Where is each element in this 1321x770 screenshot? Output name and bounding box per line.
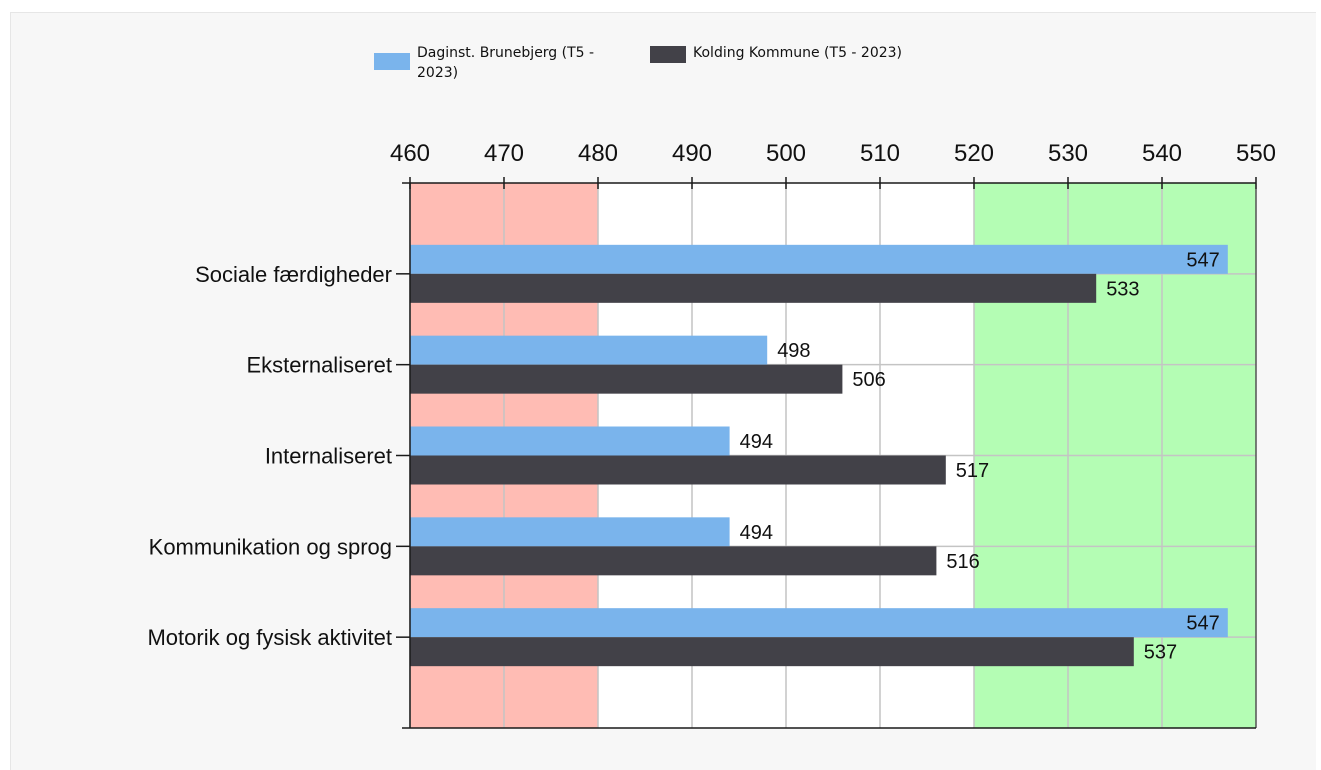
- legend-label-kolding: Kolding Kommune (T5 - 2023): [693, 43, 973, 63]
- x-tick-label-7: 530: [1048, 140, 1088, 167]
- x-tick-label-4: 500: [766, 140, 806, 167]
- x-tick-label-2: 480: [578, 140, 618, 167]
- x-tick-label-8: 540: [1142, 140, 1182, 167]
- category-label-2: Internaliseret: [265, 444, 392, 469]
- x-tick-label-3: 490: [672, 140, 712, 167]
- bar-kolding-4: [410, 637, 1134, 667]
- data-label-brunebjerg-2: 494: [740, 431, 773, 453]
- bar-brunebjerg-4: [410, 608, 1228, 638]
- data-label-kolding-0: 533: [1106, 278, 1139, 300]
- legend-swatch-brunebjerg: [374, 53, 410, 70]
- bar-kolding-0: [410, 273, 1097, 303]
- category-label-1: Eksternaliseret: [246, 353, 392, 378]
- legend-label-brunebjerg: Daginst. Brunebjerg (T5 - 2023): [417, 43, 637, 83]
- bar-brunebjerg-1: [410, 335, 768, 365]
- legend-label-brunebjerg-line2: 2023): [417, 65, 459, 81]
- bar-kolding-1: [410, 364, 843, 394]
- data-label-kolding-2: 517: [956, 460, 989, 482]
- category-label-3: Kommunikation og sprog: [149, 534, 392, 559]
- legend-label-kolding-line1: Kolding Kommune (T5 - 2023): [693, 45, 903, 61]
- data-label-brunebjerg-1: 498: [777, 340, 810, 362]
- x-tick-label-0: 460: [390, 140, 430, 167]
- data-label-kolding-1: 506: [852, 369, 885, 391]
- data-label-brunebjerg-3: 494: [740, 522, 773, 544]
- bar-kolding-3: [410, 546, 937, 576]
- x-tick-label-6: 520: [954, 140, 994, 167]
- data-label-brunebjerg-0: 547: [1186, 249, 1219, 271]
- x-tick-label-5: 510: [860, 140, 900, 167]
- data-label-kolding-4: 537: [1144, 642, 1177, 664]
- bar-brunebjerg-3: [410, 517, 730, 547]
- x-tick-label-1: 470: [484, 140, 524, 167]
- data-label-brunebjerg-4: 547: [1186, 613, 1219, 635]
- category-label-0: Sociale færdigheder: [195, 262, 392, 287]
- bar-brunebjerg-0: [410, 244, 1228, 274]
- x-tick-label-9: 550: [1236, 140, 1276, 167]
- category-label-4: Motorik og fysisk aktivitet: [147, 625, 392, 650]
- data-label-kolding-3: 516: [946, 551, 979, 573]
- legend-swatch-kolding: [650, 46, 686, 63]
- bar-kolding-2: [410, 455, 946, 485]
- legend-label-brunebjerg-line1: Daginst. Brunebjerg (T5 -: [417, 45, 595, 61]
- bar-brunebjerg-2: [410, 426, 730, 456]
